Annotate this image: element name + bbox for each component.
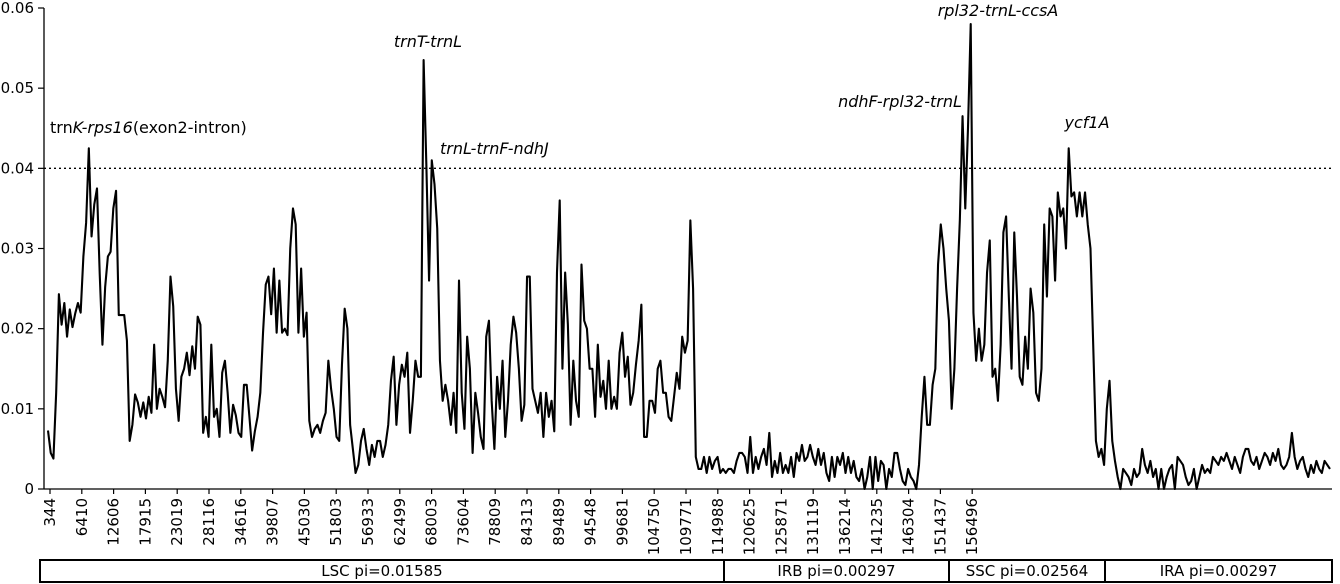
y-tick-label: 0.02 [1, 320, 34, 338]
y-tick-label: 0.03 [1, 240, 34, 258]
x-tick-label: 34616 [232, 498, 250, 546]
x-tick-label: 136214 [836, 498, 854, 555]
x-tick-label: 68003 [423, 498, 441, 546]
annotation-part: K-rps16 [73, 118, 133, 137]
region-label: SSC pi=0.02564 [966, 562, 1089, 580]
x-tick-label: 131119 [804, 498, 822, 555]
x-tick-label: 89489 [550, 498, 568, 546]
annotation-part: trn [50, 118, 73, 137]
annotation-part: ndhF-rpl32-trnL [838, 92, 962, 111]
x-tick-label: 12606 [105, 498, 123, 546]
annotation-part: trnL-trnF-ndhJ [440, 139, 549, 158]
x-tick-label: 151437 [931, 498, 949, 555]
x-tick-label: 156496 [963, 498, 981, 555]
x-tick-label: 45030 [295, 498, 313, 546]
x-tick-label: 73604 [454, 498, 472, 546]
x-tick-label: 78809 [486, 498, 504, 546]
peak-annotation: trnL-trnF-ndhJ [440, 139, 549, 158]
region-box [1104, 559, 1333, 583]
annotation-part: ycf1A [1063, 113, 1109, 132]
x-tick-label: 141235 [868, 498, 886, 555]
x-tick-label: 6410 [73, 498, 91, 536]
peak-annotation: trnT-trnL [394, 32, 462, 51]
x-tick-label: 56933 [359, 498, 377, 546]
y-tick-label: 0.06 [1, 0, 34, 17]
x-tick-label: 120625 [741, 498, 759, 555]
x-tick-label: 62499 [391, 498, 409, 546]
x-tick-label: 109771 [677, 498, 695, 555]
x-tick-label: 146304 [900, 498, 918, 555]
region-label: IRA pi=0.00297 [1160, 562, 1278, 580]
annotation-part: rpl32-trnL-ccsA [938, 1, 1059, 20]
peak-annotation: ndhF-rpl32-trnL [838, 92, 962, 111]
x-tick-label: 125871 [772, 498, 790, 555]
y-tick-label: 0.01 [1, 400, 34, 418]
annotation-part: trnT-trnL [394, 32, 462, 51]
region-label: IRB pi=0.00297 [777, 562, 895, 580]
x-tick-label: 104750 [645, 498, 663, 555]
x-tick-label: 94548 [582, 498, 600, 546]
region-label: LSC pi=0.01585 [321, 562, 442, 580]
peak-annotation: ycf1A [1063, 113, 1109, 132]
annotation-part: (exon2-intron) [133, 118, 247, 137]
y-tick-label: 0 [24, 480, 34, 498]
x-tick-label: 99681 [613, 498, 631, 546]
pi-series-line [46, 22, 1331, 491]
x-tick-label: 84313 [518, 498, 536, 546]
x-tick-label: 17915 [136, 498, 154, 546]
y-tick-label: 0.05 [1, 79, 34, 97]
x-tick-label: 39807 [264, 498, 282, 546]
x-tick-label: 114988 [709, 498, 727, 555]
x-tick-label: 51803 [327, 498, 345, 546]
peak-annotation: rpl32-trnL-ccsA [938, 1, 1059, 20]
peak-annotation: trnK-rps16(exon2-intron) [50, 118, 247, 137]
x-tick-label: 344 [41, 498, 59, 527]
y-tick-label: 0.04 [1, 159, 34, 177]
x-tick-label: 23019 [168, 498, 186, 546]
x-tick-label: 28116 [200, 498, 218, 546]
